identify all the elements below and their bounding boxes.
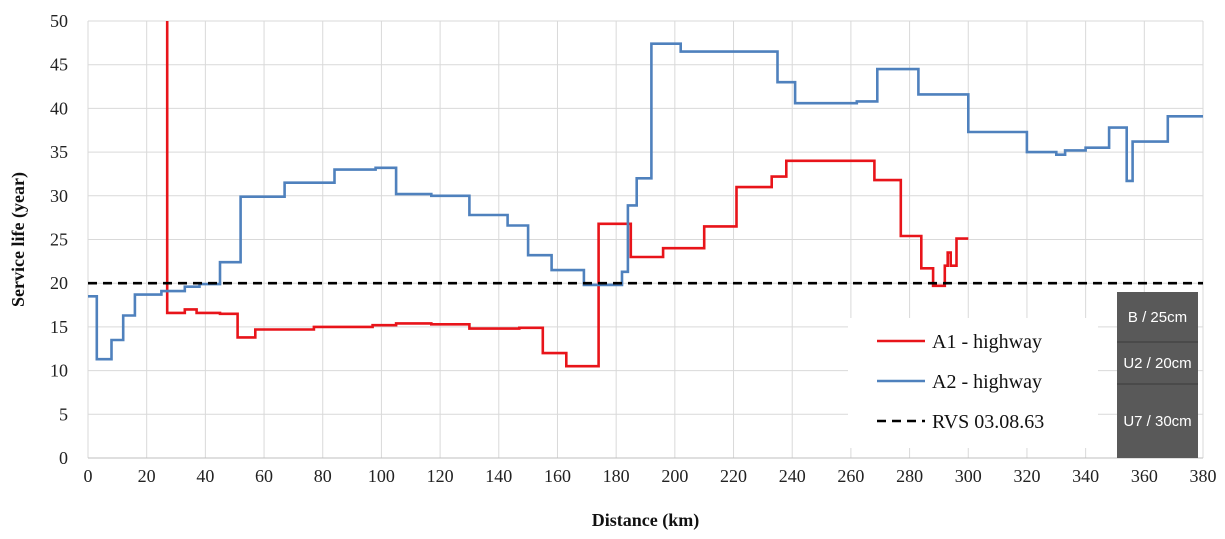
x-tick-label: 60 — [255, 466, 273, 486]
x-tick-label: 280 — [896, 466, 923, 486]
x-tick-label: 220 — [720, 466, 747, 486]
legend-background — [848, 318, 1098, 448]
x-tick-label: 20 — [138, 466, 156, 486]
layer-label: B / 25cm — [1128, 309, 1187, 326]
legend: A1 - highway A2 - highway RVS 03.08.63 — [848, 318, 1098, 448]
y-tick-label: 5 — [59, 404, 68, 424]
x-tick-label: 360 — [1131, 466, 1158, 486]
series-group — [88, 21, 1203, 368]
series-line-2 — [88, 42, 1203, 361]
legend-label-2: A2 - highway — [932, 371, 1042, 393]
y-axis-title: Service life (year) — [8, 172, 29, 307]
pavement-layer-background — [1117, 292, 1198, 458]
x-tick-label: 200 — [661, 466, 688, 486]
pavement-layer-box: B / 25cm U2 / 20cm U7 / 30cm — [1117, 292, 1198, 458]
x-tick-label: 180 — [603, 466, 630, 486]
y-tick-label: 25 — [50, 230, 68, 250]
x-axis-title: Distance (km) — [592, 510, 699, 531]
x-tick-label: 260 — [837, 466, 864, 486]
x-tick-label: 300 — [955, 466, 982, 486]
y-tick-label: 20 — [50, 273, 68, 293]
legend-label-1: A1 - highway — [932, 331, 1042, 353]
series-line-1 — [165, 21, 969, 368]
x-tick-label: 160 — [544, 466, 571, 486]
layer-label: U7 / 30cm — [1123, 413, 1191, 430]
x-tick-label: 380 — [1190, 466, 1217, 486]
legend-label-3: RVS 03.08.63 — [932, 411, 1044, 433]
x-tick-label: 140 — [485, 466, 512, 486]
y-tick-label: 10 — [50, 361, 68, 381]
x-tick-label: 320 — [1013, 466, 1040, 486]
x-tick-label: 240 — [779, 466, 806, 486]
x-tick-label: 0 — [84, 466, 93, 486]
x-tick-label: 80 — [314, 466, 332, 486]
axes: 0 20 40 60 80 100 120 140 160 180 200 220 240 260 280 3… — [50, 11, 1217, 486]
x-tick-label: 340 — [1072, 466, 1099, 486]
y-tick-label: 15 — [50, 317, 68, 337]
x-tick-label: 120 — [427, 466, 454, 486]
y-tick-label: 0 — [59, 448, 68, 468]
x-tick-label: 40 — [196, 466, 214, 486]
layer-label: U2 / 20cm — [1123, 355, 1191, 372]
y-tick-label: 50 — [50, 11, 68, 31]
y-tick-label: 35 — [50, 142, 68, 162]
y-tick-label: 30 — [50, 186, 68, 206]
y-tick-label: 40 — [50, 98, 68, 118]
y-tick-label: 45 — [50, 55, 68, 75]
x-tick-label: 100 — [368, 466, 395, 486]
